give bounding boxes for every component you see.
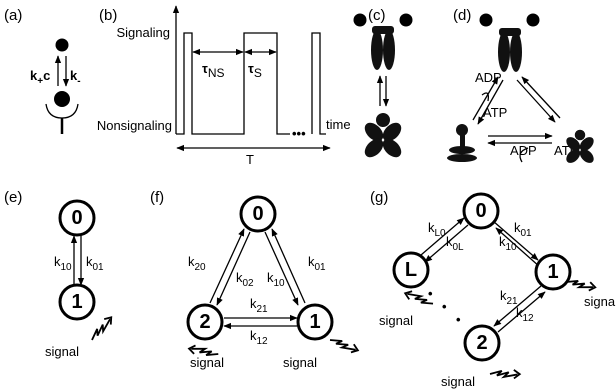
signal-label: signal — [441, 374, 475, 389]
panel-e: (e) 0 1 k10 k01 signal — [4, 189, 116, 359]
rate-label: k01 — [86, 254, 104, 273]
rate-label: k- — [70, 68, 81, 87]
ellipsis: ••• — [292, 126, 306, 141]
node-label: 0 — [475, 200, 486, 222]
rate-after: c — [43, 68, 50, 83]
ligand — [480, 14, 493, 27]
rate-label: k12 — [250, 328, 268, 347]
signal-label: signal — [45, 344, 79, 359]
arrow — [272, 229, 305, 303]
panel-g: (g) • • • 0 L 1 2 kL0 k0L k01 k10 k21 k1… — [370, 189, 616, 389]
rate-sub: 10 — [61, 262, 73, 273]
node-label: 1 — [547, 261, 558, 283]
ligand — [527, 14, 540, 27]
receptor-dimer — [498, 28, 522, 72]
signal-label: signal — [379, 313, 413, 328]
rate-label: kL0 — [428, 220, 446, 239]
panel-label: (b) — [99, 7, 117, 24]
signal-bolt — [490, 363, 520, 384]
signal-label: signal — [190, 355, 224, 370]
arrow — [522, 77, 560, 118]
panel-label: (c) — [368, 7, 386, 24]
signal-bolt — [86, 316, 116, 340]
signal-label: signal — [584, 294, 616, 309]
nucleotide: ADP — [510, 143, 537, 158]
tau-label: τNS — [202, 61, 224, 80]
panel-a: (a) k+c k- — [4, 7, 81, 134]
rate-sub: 01 — [93, 262, 105, 273]
rate-label: k10 — [499, 234, 517, 253]
rate-label: k10 — [267, 270, 285, 289]
rate-sub: 01 — [521, 228, 533, 239]
panel-f: (f) 0 2 1 k20 k02 k10 k01 k21 k12 signal… — [150, 189, 359, 370]
y-label: Nonsignaling — [97, 118, 172, 133]
rate-sub: 10 — [274, 278, 286, 289]
signal-trace — [176, 33, 290, 134]
node-label: L — [405, 259, 417, 281]
ellipsis: • — [456, 312, 461, 327]
ligand — [354, 14, 367, 27]
arrow — [265, 232, 298, 305]
rate-sub: 01 — [315, 262, 327, 273]
panel-b: (b) Signaling Nonsignaling ••• time τNS … — [97, 6, 351, 167]
nucleotide: ADP — [475, 70, 502, 85]
panel-d: (d) ADP ATP ADP ATP — [447, 7, 596, 166]
rate-label: k21 — [250, 296, 268, 315]
arrow — [217, 232, 250, 305]
rate-label: k02 — [236, 270, 254, 289]
arrow — [517, 80, 555, 122]
node-label: 0 — [252, 203, 263, 225]
figure: (a) k+c k- (b) Signaling Nonsignaling ••… — [0, 0, 616, 390]
ligand — [56, 39, 69, 52]
signal-bolt — [330, 331, 359, 358]
nucleotide: ATP — [483, 105, 507, 120]
panel-label: (d) — [453, 7, 471, 24]
rate-sub: 12 — [257, 336, 269, 347]
receptor-dimer — [371, 26, 395, 70]
rate-sub: 20 — [195, 262, 207, 273]
rate-label: k01 — [514, 220, 532, 239]
tau-label: τS — [248, 61, 262, 80]
panel-label: (f) — [150, 189, 164, 206]
node-label: 2 — [199, 311, 210, 333]
signal-label: signal — [283, 355, 317, 370]
ellipsis: • — [428, 286, 433, 301]
y-label: Signaling — [117, 25, 171, 40]
node-label: 1 — [309, 311, 320, 333]
receptor-head — [54, 91, 70, 107]
rate-label: k10 — [54, 254, 72, 273]
rate-sub: L0 — [435, 228, 447, 239]
panel-label: (a) — [4, 7, 22, 24]
rate-sub: 0L — [453, 242, 465, 253]
period-label: T — [246, 152, 254, 167]
x-label: time — [326, 117, 351, 132]
ellipsis: • — [442, 299, 447, 314]
rate-label: k01 — [308, 254, 326, 273]
receptor-x — [361, 113, 404, 161]
node-label: 1 — [71, 291, 82, 313]
panel-c: (c) — [354, 7, 413, 161]
receptor-disk — [447, 124, 477, 162]
rate-sub: 12 — [523, 313, 535, 324]
panel-label: (e) — [4, 189, 22, 206]
rate-sub: 02 — [243, 278, 255, 289]
arrow — [210, 229, 244, 303]
tau-sub: S — [254, 66, 262, 80]
ligand — [400, 14, 413, 27]
node-label: 0 — [71, 207, 82, 229]
rate-label: k20 — [188, 254, 206, 273]
panel-label: (g) — [370, 189, 388, 206]
rate-sub: 10 — [506, 242, 518, 253]
tau-sub: NS — [208, 66, 225, 80]
rate-sub: 21 — [257, 304, 269, 315]
rate-label: k12 — [516, 305, 534, 324]
rate-sub: - — [77, 76, 80, 87]
rate-label: k+c — [30, 68, 50, 87]
signal-trace — [312, 33, 326, 134]
node-label: 2 — [476, 332, 487, 354]
